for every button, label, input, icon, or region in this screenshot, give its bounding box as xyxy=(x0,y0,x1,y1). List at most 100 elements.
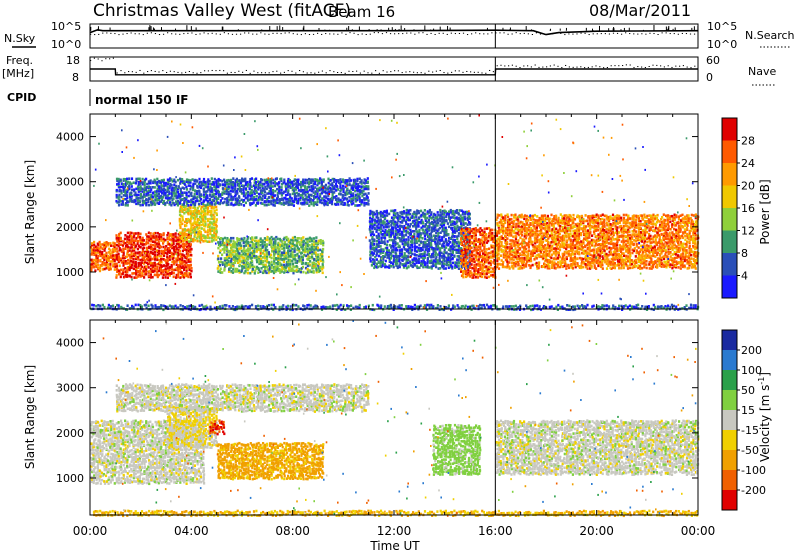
nsearch-point xyxy=(605,33,606,34)
nave-point xyxy=(98,58,99,59)
scatter-cell xyxy=(408,265,410,268)
scatter-cell xyxy=(213,227,215,230)
nsearch-point xyxy=(674,33,675,34)
scatter-cell xyxy=(175,276,177,279)
scatter-cell xyxy=(315,196,317,199)
scatter-cell xyxy=(173,276,175,279)
scatter-cell xyxy=(295,188,297,191)
scatter-cell xyxy=(285,201,287,204)
scatter-cell xyxy=(435,252,437,255)
scatter-cell xyxy=(422,228,424,231)
scatter-cell xyxy=(484,276,486,279)
scatter-cell xyxy=(124,247,126,250)
scatter-cell xyxy=(376,229,378,232)
scatter-cell xyxy=(317,201,319,204)
scatter-cell xyxy=(398,265,400,268)
nave-point xyxy=(690,67,691,68)
scatter-cell xyxy=(119,265,121,268)
nave-point xyxy=(390,71,391,72)
scatter-cell xyxy=(206,190,208,193)
scatter-cell xyxy=(342,187,344,190)
scatter-cell xyxy=(207,207,209,210)
scatter-cell xyxy=(481,250,483,253)
scatter-cell xyxy=(250,247,252,250)
nave-point xyxy=(345,73,346,74)
scatter-cell xyxy=(183,266,185,269)
nsky-tick-bottom: 10^0 xyxy=(51,38,81,51)
scatter-cell xyxy=(207,200,209,203)
nsearch-point xyxy=(126,33,127,34)
scatter-cell xyxy=(150,232,152,235)
scatter-cell xyxy=(426,248,428,251)
scatter-cell xyxy=(294,239,296,242)
scatter-cell xyxy=(300,271,302,274)
nsearch-point xyxy=(289,32,290,33)
scatter-cell xyxy=(456,261,458,264)
scatter-cell xyxy=(300,241,302,244)
scatter-cell xyxy=(401,253,403,256)
scatter-cell xyxy=(228,179,230,182)
nave-point xyxy=(557,66,558,67)
scatter-cell xyxy=(243,204,245,207)
scatter-cell xyxy=(431,229,433,232)
scatter-cell xyxy=(331,191,333,194)
scatter-cell xyxy=(411,246,413,249)
scatter-cell xyxy=(281,251,283,254)
scatter-cell xyxy=(183,234,185,237)
scatter-cell xyxy=(121,261,123,264)
scatter-cell xyxy=(177,179,179,182)
nsearch-point xyxy=(548,34,549,35)
nave-point xyxy=(181,72,182,73)
scatter-cell xyxy=(304,201,306,204)
scatter-cell xyxy=(369,212,371,215)
scatter-cell xyxy=(392,249,394,252)
scatter-cell xyxy=(167,276,169,279)
scatter-cell xyxy=(380,248,382,251)
scatter-cell xyxy=(211,177,213,180)
scatter-cell xyxy=(115,200,117,203)
nsearch-point xyxy=(102,33,103,34)
scatter-cell xyxy=(311,240,313,243)
scatter-cell xyxy=(240,254,242,257)
scatter-cell xyxy=(204,216,206,219)
scatter-cell xyxy=(401,248,403,251)
scatter-cell xyxy=(405,223,407,226)
scatter-cell xyxy=(185,233,187,236)
scatter-cell xyxy=(110,244,112,247)
scatter-cell xyxy=(408,239,410,242)
scatter-cell xyxy=(187,218,189,221)
scatter-cell xyxy=(285,257,287,260)
scatter-cell xyxy=(251,177,253,180)
scatter-cell xyxy=(427,260,429,263)
nave-point xyxy=(128,71,129,72)
scatter-cell xyxy=(131,272,133,275)
scatter-cell xyxy=(194,193,196,196)
scatter-cell xyxy=(365,193,367,196)
scatter-cell xyxy=(312,178,314,181)
nsearch-point xyxy=(585,33,586,34)
scatter-cell xyxy=(238,255,240,258)
scatter-cell xyxy=(380,245,382,248)
scatter-cell xyxy=(394,251,396,254)
nsearch-point xyxy=(406,33,407,34)
scatter-cell xyxy=(118,194,120,197)
scatter-cell xyxy=(354,185,356,188)
nsearch-point xyxy=(333,34,334,35)
scatter-cell xyxy=(187,200,189,203)
scatter-cell xyxy=(474,249,476,252)
scatter-cell xyxy=(150,262,152,265)
nave-point xyxy=(500,65,501,66)
scatter-cell xyxy=(123,260,125,263)
scatter-cell xyxy=(306,258,308,261)
scatter-cell xyxy=(399,262,401,265)
scatter-cell xyxy=(396,212,398,215)
scatter-cell xyxy=(138,194,140,197)
scatter-cell xyxy=(396,249,398,252)
scatter-cell xyxy=(339,178,341,181)
nsearch-point xyxy=(256,34,257,35)
scatter-cell xyxy=(247,191,249,194)
scatter-cell xyxy=(315,263,317,266)
scatter-cell xyxy=(116,268,118,271)
scatter-cell xyxy=(158,193,160,196)
scatter-cell xyxy=(112,254,114,257)
